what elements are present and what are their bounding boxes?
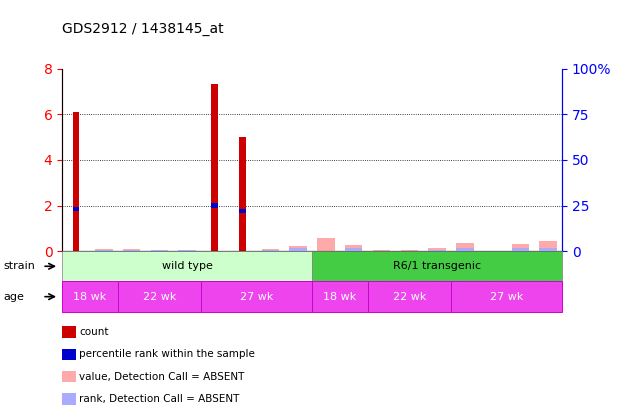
Bar xyxy=(150,250,168,251)
Text: count: count xyxy=(79,327,109,337)
Bar xyxy=(73,112,79,251)
Text: 22 wk: 22 wk xyxy=(392,292,426,302)
Text: strain: strain xyxy=(3,261,35,271)
Text: value, Detection Call = ABSENT: value, Detection Call = ABSENT xyxy=(79,372,245,382)
Text: percentile rank within the sample: percentile rank within the sample xyxy=(79,350,255,359)
Text: age: age xyxy=(3,292,24,302)
Text: 18 wk: 18 wk xyxy=(323,292,356,302)
Bar xyxy=(540,248,557,251)
Bar xyxy=(211,84,218,251)
Text: 22 wk: 22 wk xyxy=(143,292,176,302)
Bar xyxy=(512,248,529,251)
Text: wild type: wild type xyxy=(161,261,212,271)
Bar xyxy=(261,249,279,251)
Bar xyxy=(373,250,390,251)
Bar xyxy=(178,250,196,251)
Bar xyxy=(345,248,363,251)
Bar xyxy=(123,250,140,251)
Bar xyxy=(317,239,335,251)
Bar xyxy=(73,207,79,211)
Bar xyxy=(239,209,246,213)
Bar xyxy=(178,250,196,251)
Bar xyxy=(261,250,279,251)
Text: 27 wk: 27 wk xyxy=(240,292,273,302)
Bar xyxy=(512,244,529,251)
Text: 27 wk: 27 wk xyxy=(490,292,523,302)
Bar xyxy=(95,250,112,251)
Bar xyxy=(95,249,112,251)
Bar xyxy=(401,250,418,251)
Bar xyxy=(428,248,446,251)
Text: GDS2912 / 1438145_at: GDS2912 / 1438145_at xyxy=(62,22,224,36)
Bar xyxy=(123,249,140,251)
Bar xyxy=(289,247,307,251)
Bar xyxy=(211,203,218,208)
Text: rank, Detection Call = ABSENT: rank, Detection Call = ABSENT xyxy=(79,394,240,404)
Bar xyxy=(239,137,246,251)
Bar xyxy=(150,250,168,251)
Bar xyxy=(428,249,446,251)
Text: R6/1 transgenic: R6/1 transgenic xyxy=(393,261,481,271)
Bar xyxy=(345,245,363,251)
Bar xyxy=(456,243,474,251)
Bar xyxy=(289,247,307,251)
Bar xyxy=(456,248,474,251)
Text: 18 wk: 18 wk xyxy=(73,292,106,302)
Bar xyxy=(540,241,557,251)
